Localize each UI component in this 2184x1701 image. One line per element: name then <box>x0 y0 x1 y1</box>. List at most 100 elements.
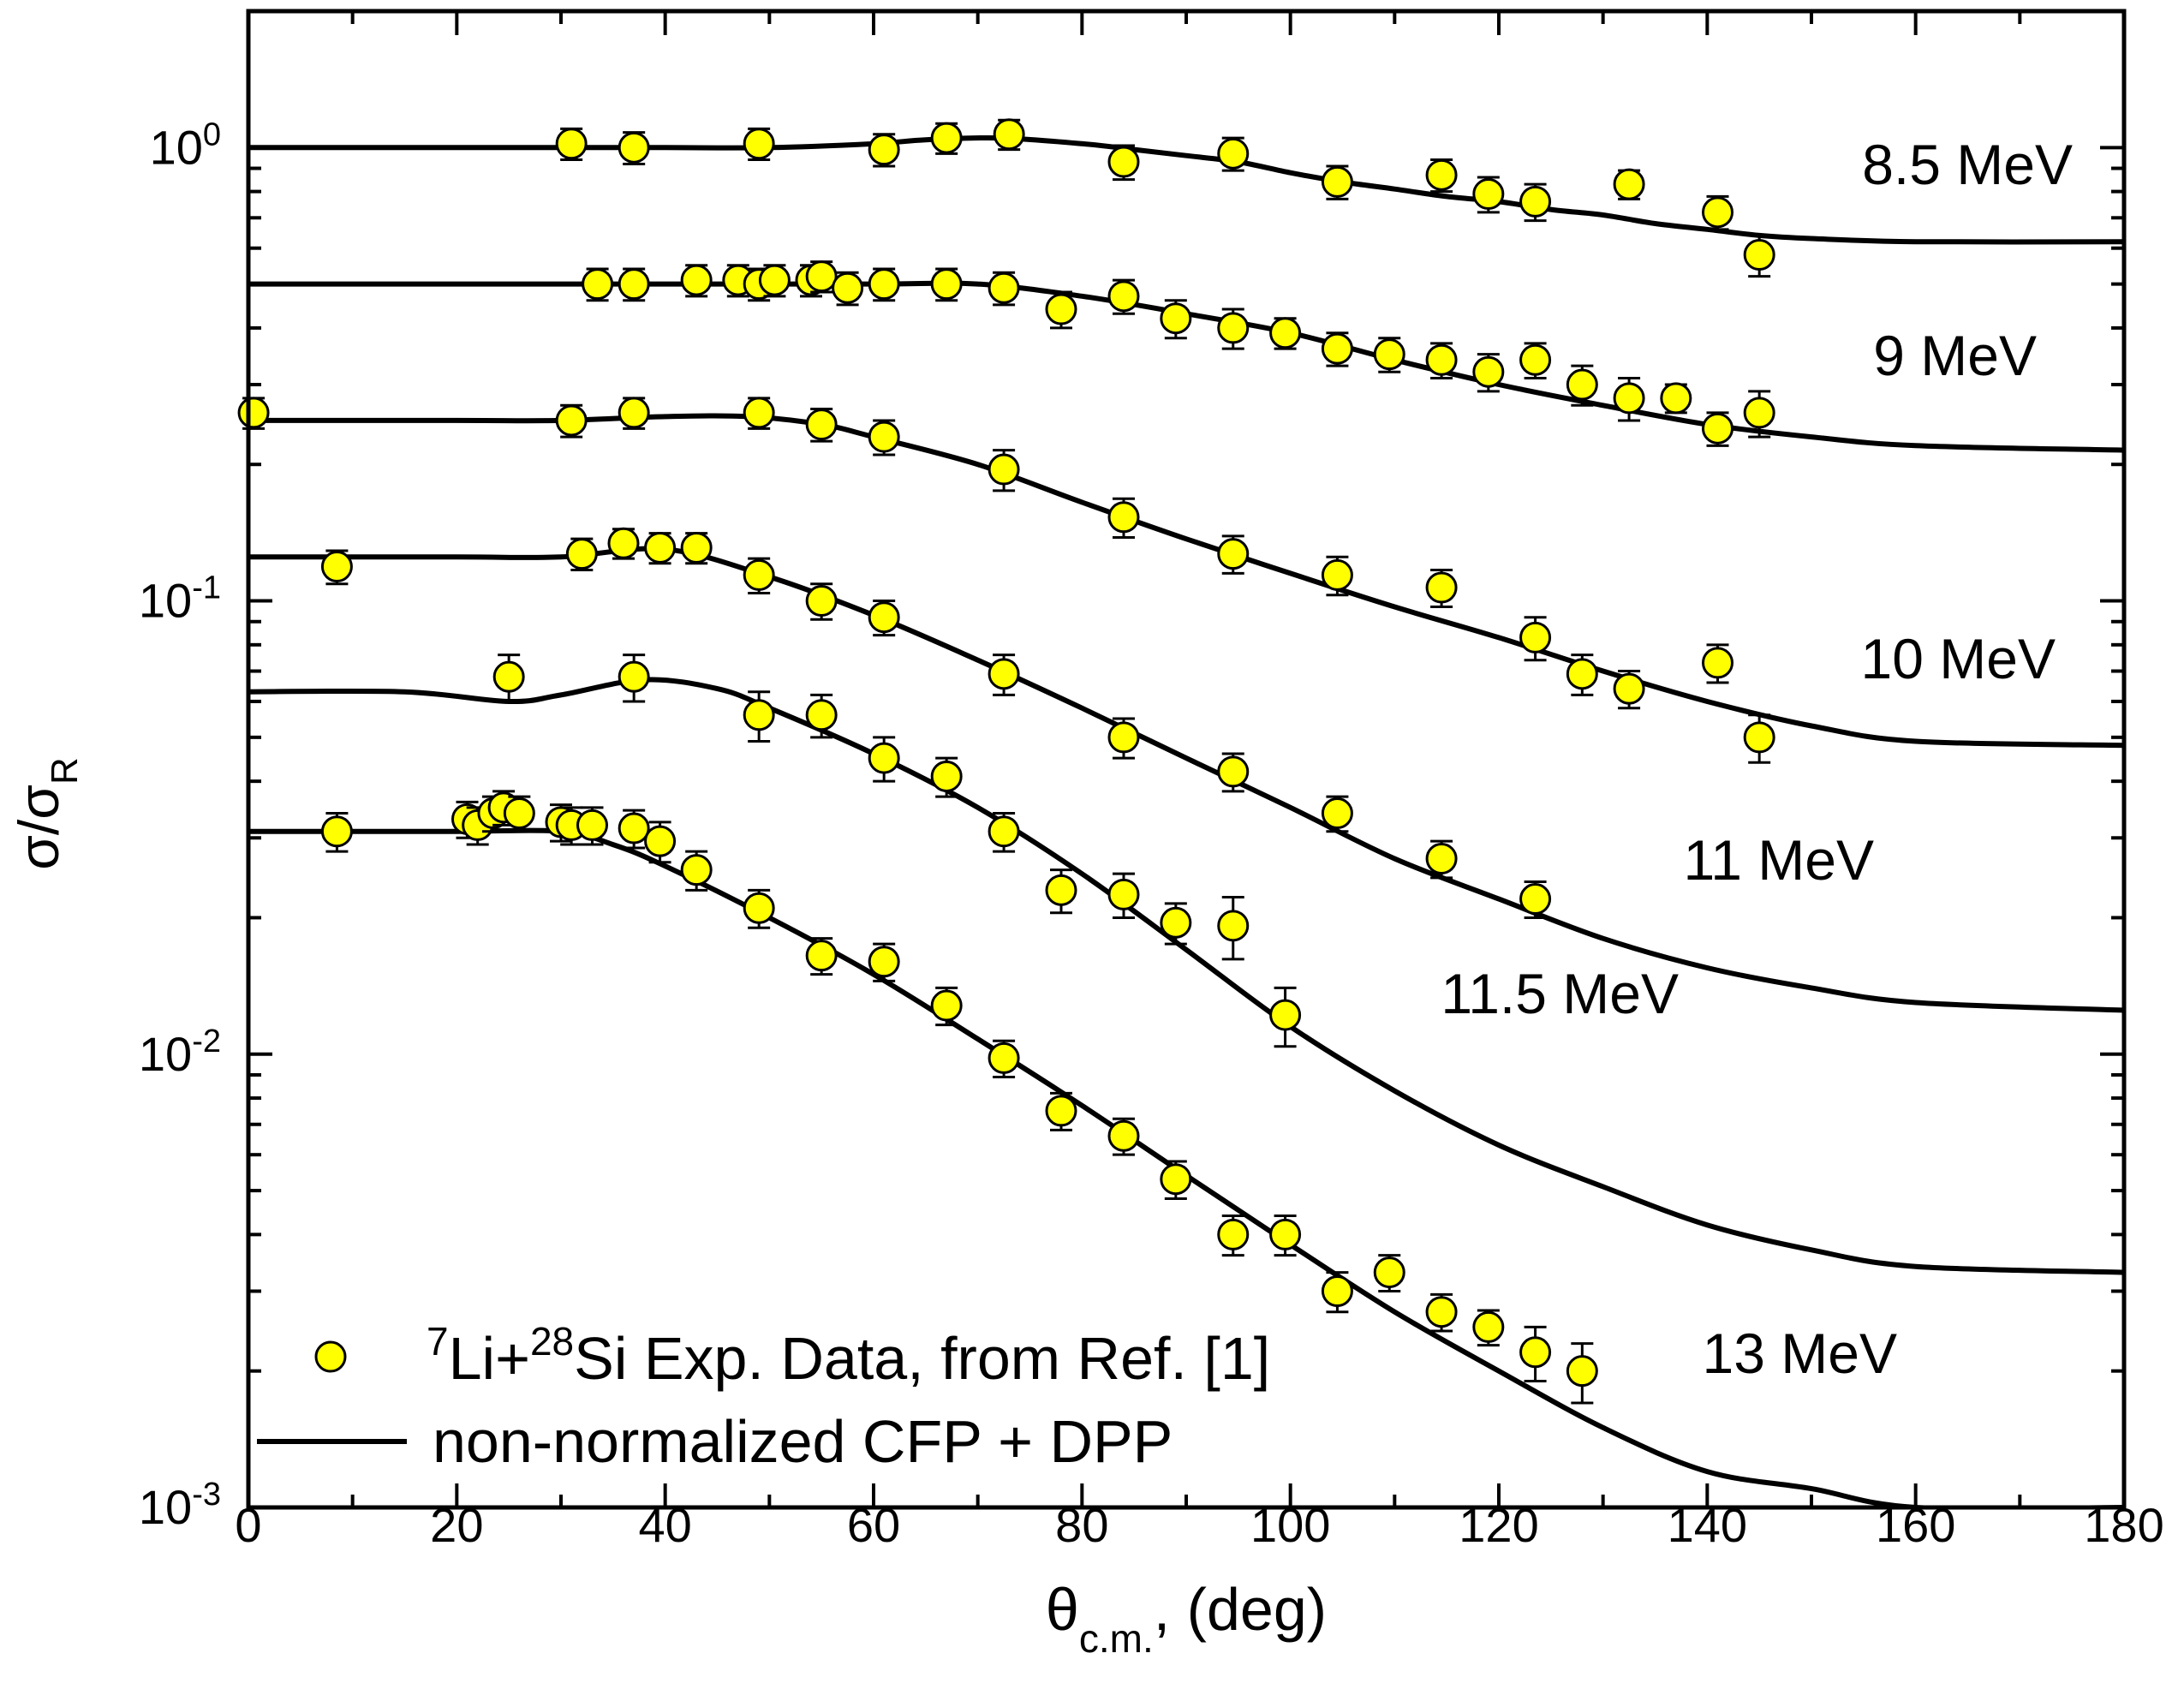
data-marker <box>868 268 900 301</box>
data-point <box>743 397 775 430</box>
data-point <box>1472 176 1505 214</box>
data-marker <box>1217 137 1250 170</box>
data-marker <box>743 558 775 591</box>
data-point <box>1217 1214 1250 1257</box>
series-label: 11 MeV <box>1683 828 1874 892</box>
data-point <box>988 654 1020 696</box>
data-marker <box>743 699 775 731</box>
data-point <box>868 419 900 457</box>
data-point <box>1269 317 1302 350</box>
data-marker <box>320 551 353 583</box>
data-marker <box>1107 501 1140 534</box>
data-point <box>1702 194 1733 231</box>
data-marker <box>555 404 588 437</box>
data-marker <box>1269 1218 1302 1250</box>
data-point <box>1566 364 1598 407</box>
data-marker <box>618 812 650 845</box>
data-point <box>1321 795 1353 833</box>
data-point <box>868 736 900 783</box>
data-point <box>1217 534 1250 575</box>
data-point <box>743 690 775 743</box>
data-marker <box>1217 910 1250 942</box>
data-marker <box>644 531 677 564</box>
data-marker <box>618 397 650 429</box>
data-point <box>1519 342 1552 379</box>
data-marker <box>1702 412 1733 445</box>
data-marker <box>1321 165 1353 198</box>
data-marker <box>555 128 588 160</box>
data-point <box>1321 331 1353 367</box>
data-point <box>1425 342 1458 379</box>
data-marker <box>1702 647 1733 679</box>
data-point <box>1743 713 1775 764</box>
x-tick-label: 20 <box>430 1498 483 1552</box>
data-marker <box>1566 368 1598 401</box>
data-marker <box>1321 558 1353 591</box>
data-point <box>743 888 775 929</box>
data-marker <box>1045 1095 1077 1127</box>
data-marker <box>930 268 963 301</box>
data-point <box>758 264 791 298</box>
data-marker <box>1743 239 1775 272</box>
data-marker <box>1613 382 1645 415</box>
data-marker <box>607 527 640 559</box>
x-tick-label: 100 <box>1250 1498 1330 1552</box>
data-point <box>1519 616 1552 662</box>
data-marker <box>988 815 1020 848</box>
series-label: 13 MeV <box>1703 1322 1897 1385</box>
data-marker <box>1519 185 1552 218</box>
data-point <box>1373 337 1405 373</box>
data-point <box>618 267 650 302</box>
data-marker <box>1373 338 1405 371</box>
data-point <box>1702 643 1733 684</box>
data-point <box>1519 1325 1552 1382</box>
data-point <box>743 557 775 595</box>
x-tick-label: 80 <box>1055 1498 1108 1552</box>
data-point <box>868 600 900 637</box>
legend-data-label: 7Li+28Si Exp. Data, from Ref. [1] <box>427 1319 1270 1392</box>
data-marker <box>743 128 775 160</box>
data-point <box>1269 1214 1302 1257</box>
fit-curve <box>248 134 2124 245</box>
data-marker <box>930 122 963 154</box>
data-point <box>492 654 525 703</box>
data-point <box>805 260 838 294</box>
data-marker <box>1160 302 1192 335</box>
data-point <box>1613 670 1645 710</box>
tick-labels: 0 20 40 60 80 100 120 140 160 180 100 10-1 10-2 10-3 <box>139 116 2164 1552</box>
x-tick-label: 160 <box>1876 1498 1955 1552</box>
series-label: 9 MeV <box>1873 324 2037 387</box>
x-tick-label: 140 <box>1668 1498 1747 1552</box>
data-point <box>1660 382 1692 415</box>
data-marker <box>1045 874 1077 906</box>
legend-marker <box>314 1340 347 1373</box>
x-tick-label: 40 <box>639 1498 692 1552</box>
data-marker <box>1045 293 1077 325</box>
data-marker <box>576 809 608 841</box>
data-point <box>1217 136 1250 172</box>
fit-curve <box>248 546 2124 1013</box>
data-marker <box>1519 883 1552 916</box>
data-point <box>1160 299 1192 340</box>
data-point <box>1217 895 1250 961</box>
data-marker <box>993 118 1025 151</box>
data-point <box>1566 1342 1598 1405</box>
series-label: 11.5 MeV <box>1441 962 1679 1025</box>
data-marker <box>1472 177 1505 210</box>
data-marker <box>805 585 838 618</box>
data-marker <box>1566 658 1598 690</box>
data-marker <box>1743 721 1775 754</box>
data-point <box>1045 1091 1077 1131</box>
data-marker <box>1217 1218 1250 1250</box>
data-marker <box>1472 1310 1505 1343</box>
data-point <box>1321 1271 1353 1314</box>
data-marker <box>1160 1163 1192 1196</box>
series-label: 10 MeV <box>1861 627 2056 690</box>
data-marker <box>1269 317 1302 349</box>
data-marker <box>1107 280 1140 313</box>
data-marker <box>988 453 1020 486</box>
data-marker <box>868 601 900 634</box>
data-marker <box>805 260 838 293</box>
data-point <box>930 986 963 1027</box>
data-point <box>930 267 963 302</box>
